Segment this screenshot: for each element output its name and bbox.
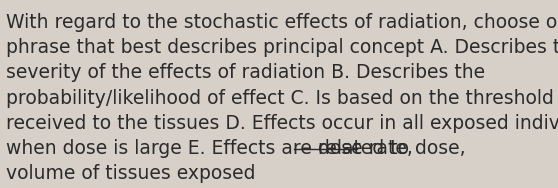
Text: dose rate,: dose rate, [318,139,413,158]
Text: probability/likelihood of effect C. Is based on the threshold dose: probability/likelihood of effect C. Is b… [6,89,558,108]
Text: phrase that best describes principal concept A. Describes the: phrase that best describes principal con… [6,38,558,57]
Text: With regard to the stochastic effects of radiation, choose one: With regard to the stochastic effects of… [6,13,558,32]
Text: severity of the effects of radiation B. Describes the: severity of the effects of radiation B. … [6,63,485,82]
Text: volume of tissues exposed: volume of tissues exposed [6,164,255,183]
Text: received to the tissues D. Effects occur in all exposed individuals: received to the tissues D. Effects occur… [6,114,558,133]
Text: when dose is large E. Effects are related to dose,: when dose is large E. Effects are relate… [6,139,472,158]
